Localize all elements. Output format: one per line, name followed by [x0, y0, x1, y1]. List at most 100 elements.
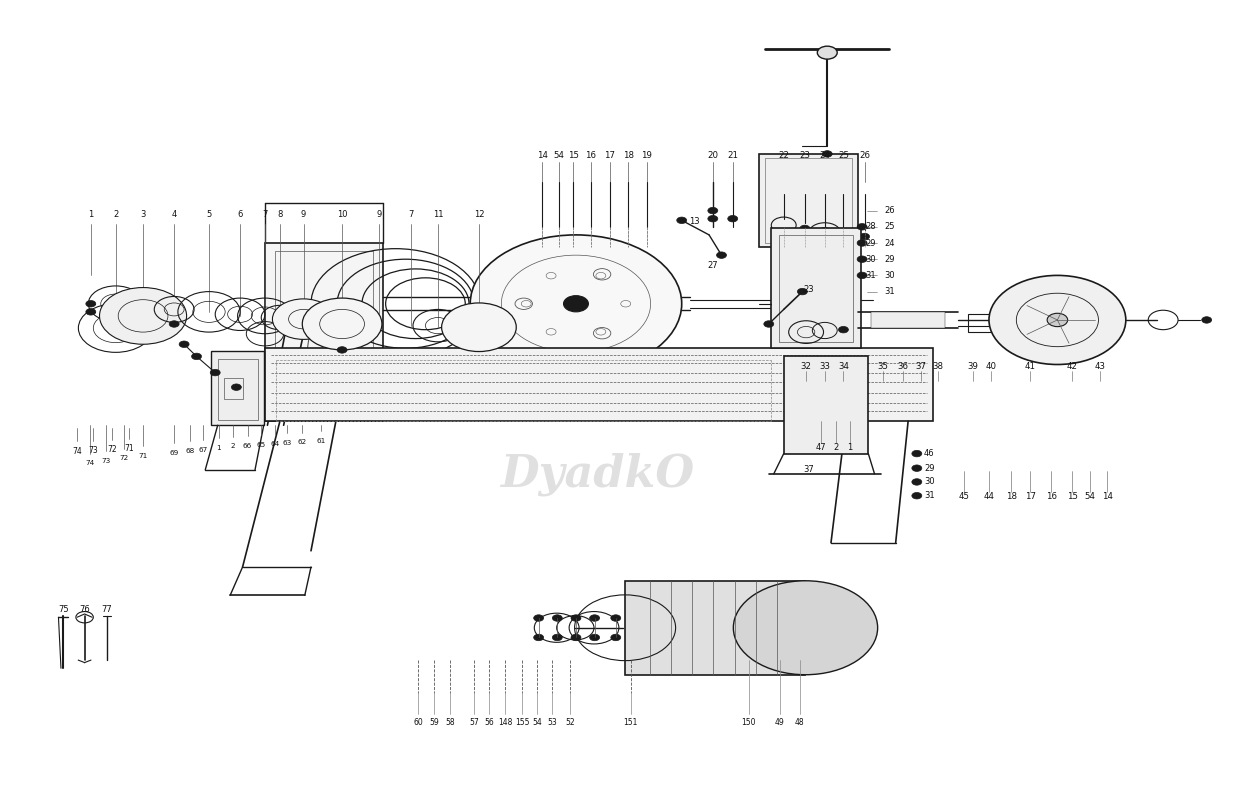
Text: 35: 35	[878, 361, 888, 371]
Text: 18: 18	[623, 151, 633, 160]
Text: 33: 33	[820, 361, 830, 371]
Bar	[837, 232, 850, 239]
Text: 59: 59	[429, 718, 439, 727]
Text: 150: 150	[741, 718, 756, 727]
Text: 31: 31	[866, 271, 876, 280]
Circle shape	[912, 465, 922, 471]
Circle shape	[86, 309, 96, 315]
Text: 155: 155	[515, 718, 530, 727]
Text: 24: 24	[820, 151, 830, 160]
Text: 37: 37	[916, 361, 926, 371]
Circle shape	[822, 151, 832, 157]
Text: 73: 73	[101, 458, 111, 464]
Text: 30: 30	[924, 477, 934, 487]
Text: 29: 29	[924, 463, 934, 473]
Text: 5: 5	[207, 210, 211, 220]
Circle shape	[857, 256, 867, 262]
Text: 48: 48	[795, 718, 805, 727]
Text: 30: 30	[884, 271, 894, 280]
Text: 46: 46	[924, 449, 934, 458]
Text: 13: 13	[689, 217, 699, 227]
Text: 22: 22	[779, 151, 789, 160]
Text: 4: 4	[172, 210, 177, 220]
Text: 72: 72	[107, 445, 117, 454]
Text: 62: 62	[297, 439, 307, 446]
Text: 25: 25	[884, 222, 894, 232]
Circle shape	[179, 341, 189, 347]
Circle shape	[857, 272, 867, 279]
Text: 11: 11	[433, 210, 443, 220]
Text: 74: 74	[72, 446, 82, 456]
Text: 3: 3	[141, 210, 146, 220]
Text: 76: 76	[80, 604, 90, 614]
Text: 58: 58	[445, 718, 455, 727]
Circle shape	[210, 369, 220, 376]
Text: 38: 38	[933, 361, 943, 371]
Text: 2: 2	[833, 443, 838, 453]
Text: 1: 1	[88, 210, 93, 220]
Circle shape	[564, 296, 588, 312]
Circle shape	[764, 321, 774, 327]
Text: 28: 28	[866, 222, 876, 232]
Text: 37: 37	[804, 465, 814, 475]
Text: 54: 54	[1085, 492, 1095, 501]
Text: 148: 148	[498, 718, 513, 727]
Bar	[218, 359, 258, 420]
Circle shape	[470, 235, 682, 373]
Text: 9: 9	[377, 210, 382, 220]
Circle shape	[857, 240, 867, 246]
Bar	[624, 581, 805, 675]
Circle shape	[677, 217, 687, 224]
Circle shape	[534, 634, 544, 641]
Text: 69: 69	[169, 450, 179, 456]
Circle shape	[912, 450, 922, 457]
Bar	[275, 251, 373, 413]
Circle shape	[708, 215, 718, 222]
Text: 73: 73	[88, 446, 98, 455]
Text: 31: 31	[924, 491, 934, 501]
Circle shape	[817, 46, 837, 59]
Circle shape	[272, 299, 335, 339]
Circle shape	[912, 479, 922, 485]
Text: 64: 64	[270, 441, 280, 447]
Circle shape	[728, 215, 738, 222]
Text: 74: 74	[85, 460, 95, 467]
Text: 63: 63	[282, 440, 292, 446]
Text: 68: 68	[185, 448, 195, 454]
Circle shape	[800, 225, 810, 232]
Text: 20: 20	[708, 151, 718, 160]
Text: 45: 45	[959, 492, 969, 501]
Text: 31: 31	[884, 287, 894, 296]
Text: 151: 151	[623, 718, 638, 727]
Text: 36: 36	[898, 361, 908, 371]
Circle shape	[552, 634, 562, 641]
Text: 26: 26	[860, 151, 870, 160]
Circle shape	[302, 298, 382, 350]
Circle shape	[552, 615, 562, 621]
Text: 21: 21	[728, 151, 738, 160]
Circle shape	[989, 275, 1126, 364]
Text: 7: 7	[408, 210, 413, 220]
Circle shape	[708, 207, 718, 214]
Bar	[265, 243, 383, 421]
Text: 14: 14	[537, 151, 547, 160]
Circle shape	[611, 615, 621, 621]
Text: 23: 23	[800, 151, 810, 160]
Circle shape	[838, 326, 848, 333]
Text: 49: 49	[775, 718, 785, 727]
Bar	[765, 158, 852, 243]
Text: 71: 71	[124, 444, 134, 454]
Circle shape	[590, 615, 600, 621]
Text: 60: 60	[413, 718, 423, 727]
Circle shape	[231, 384, 241, 390]
Text: 67: 67	[198, 446, 208, 453]
Circle shape	[571, 615, 581, 621]
Text: 43: 43	[1095, 361, 1105, 371]
Text: 54: 54	[554, 151, 564, 160]
Circle shape	[857, 224, 867, 230]
Bar	[771, 228, 861, 348]
Text: 7: 7	[262, 210, 267, 220]
Text: 54: 54	[532, 718, 542, 727]
Text: 25: 25	[838, 151, 848, 160]
Text: 16: 16	[1046, 492, 1056, 501]
